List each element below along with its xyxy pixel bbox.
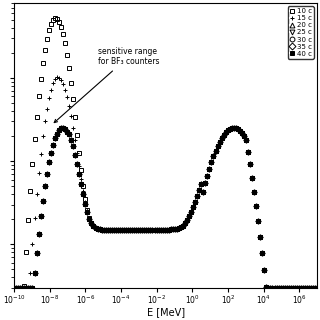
Legend: 10 c, 15 c, 20 c, 25 c, 30 c, 35 c, 40 c: 10 c, 15 c, 20 c, 25 c, 30 c, 35 c, 40 c: [287, 6, 314, 59]
Text: sensitive range
for BF₃ counters: sensitive range for BF₃ counters: [54, 47, 159, 123]
X-axis label: E [MeV]: E [MeV]: [147, 307, 185, 317]
